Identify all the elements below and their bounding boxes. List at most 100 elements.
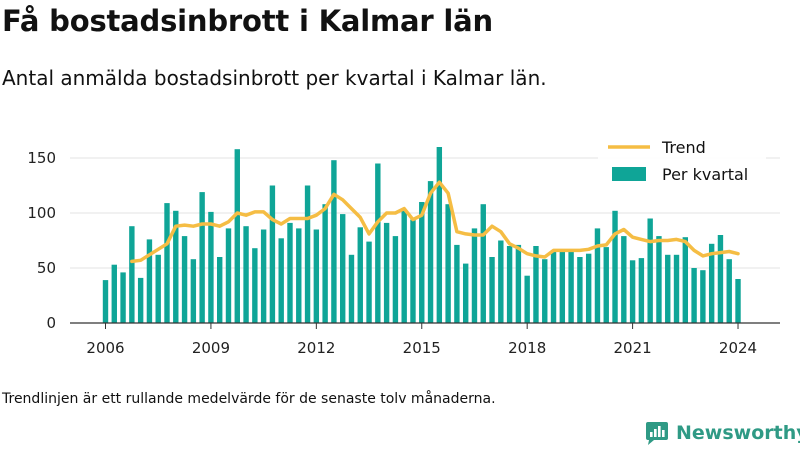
bar: [313, 229, 320, 323]
legend-label: Trend: [661, 138, 706, 157]
quarterly-burglary-chart: 0 50 100 150 2006 2009 2012 2015 2018 2021 2024 Tr…: [27, 133, 780, 357]
bar: [410, 219, 416, 323]
bar: [700, 270, 706, 323]
bar: [594, 228, 601, 323]
bar: [181, 236, 188, 323]
bar: [155, 254, 161, 323]
x-tick-label: 2015: [403, 339, 441, 357]
bar: [462, 263, 469, 323]
newsworthy-logo-icon: [646, 422, 668, 445]
trend-line-group: [130, 180, 740, 264]
bar: [717, 235, 724, 323]
x-tick-label: 2021: [614, 339, 652, 357]
bar: [498, 240, 504, 323]
bar: [691, 268, 697, 323]
bar: [340, 214, 346, 323]
legend-bar-swatch: [612, 167, 646, 181]
bar: [383, 222, 390, 323]
bar: [419, 202, 425, 323]
bar: [278, 238, 284, 323]
bar: [542, 259, 548, 323]
bar: [612, 210, 618, 323]
bar: [603, 247, 609, 323]
bar: [366, 241, 372, 323]
bar: [550, 250, 557, 323]
bar: [260, 229, 267, 323]
bar: [287, 222, 293, 323]
x-tick-label: 2012: [297, 339, 335, 357]
bar: [217, 257, 223, 323]
bar: [445, 204, 451, 323]
bar: [506, 246, 513, 323]
bars-per-quarter: [102, 147, 741, 323]
bar: [401, 210, 407, 323]
y-tick-label: 0: [46, 314, 56, 332]
trend-line: [130, 180, 740, 264]
legend: Trend Per kvartal: [598, 133, 766, 191]
bar: [427, 181, 434, 323]
legend-label: Per kvartal: [662, 165, 748, 184]
bar: [454, 244, 460, 323]
bar: [348, 254, 355, 323]
bar: [190, 259, 197, 323]
bar: [137, 277, 144, 323]
brand-name: Newsworthy: [676, 422, 800, 444]
legend-background: [598, 133, 766, 191]
bar: [208, 211, 214, 323]
bar: [243, 226, 249, 323]
x-tick-label: 2024: [719, 339, 757, 357]
bar: [102, 280, 109, 323]
brand-logo: Newsworthy: [644, 420, 800, 446]
bar: [647, 218, 653, 323]
bar: [621, 236, 627, 323]
bar: [375, 163, 381, 323]
bar: [726, 259, 732, 323]
bar: [111, 264, 117, 323]
bar: [322, 204, 328, 323]
bar: [357, 227, 363, 323]
bar: [164, 203, 170, 323]
bar: [533, 246, 539, 323]
bar: [515, 244, 522, 323]
bar: [392, 236, 399, 323]
bar: [234, 149, 240, 323]
x-tick-label: 2006: [86, 339, 124, 357]
bar: [673, 254, 680, 323]
axes: 0 50 100 150 2006 2009 2012 2015 2018 2021 2024: [27, 149, 780, 357]
bar: [629, 260, 636, 323]
bar: [489, 257, 495, 323]
bar: [146, 239, 153, 323]
bar: [735, 279, 741, 323]
bar: [199, 192, 205, 323]
chart-subtitle: Antal anmälda bostadsinbrott per kvartal…: [2, 66, 547, 90]
bar: [577, 257, 583, 323]
y-tick-label: 150: [27, 149, 56, 167]
bar: [252, 248, 258, 323]
bar: [331, 160, 337, 323]
bar: [585, 253, 592, 323]
bar: [296, 228, 302, 323]
bar: [524, 275, 530, 323]
x-tick-label: 2018: [508, 339, 546, 357]
bar: [225, 228, 232, 323]
footnote: Trendlinjen är ett rullande medelvärde f…: [2, 391, 496, 407]
chart-title: Få bostadsinbrott i Kalmar län: [2, 4, 493, 38]
bar: [269, 185, 276, 323]
y-tick-label: 100: [27, 204, 56, 222]
bar: [638, 258, 645, 323]
bar: [304, 185, 311, 323]
bar: [129, 226, 135, 323]
bar: [682, 237, 689, 323]
bar: [568, 249, 574, 323]
bar: [480, 204, 486, 323]
bar: [436, 147, 443, 323]
bar: [471, 228, 478, 323]
bar: [656, 236, 662, 323]
bar: [559, 251, 566, 323]
bar: [665, 254, 671, 323]
bar: [120, 272, 126, 323]
bar: [708, 243, 715, 323]
x-tick-label: 2009: [192, 339, 230, 357]
bar: [173, 210, 179, 323]
y-tick-label: 50: [37, 259, 56, 277]
